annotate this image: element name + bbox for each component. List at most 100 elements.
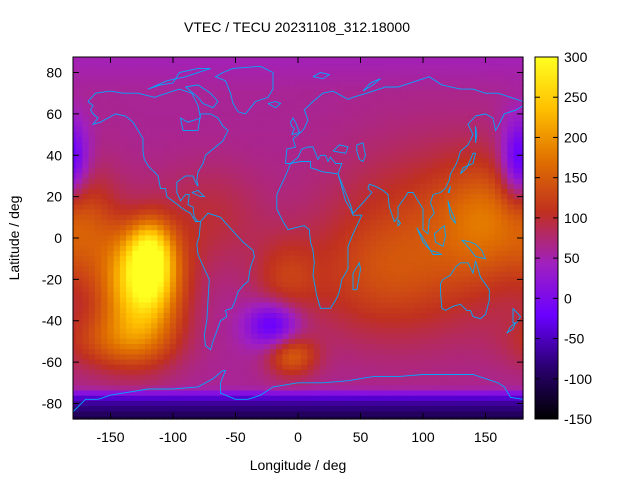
heatmap-cell [169, 126, 177, 133]
heatmap-cell [507, 256, 515, 262]
heatmap-cell [307, 219, 315, 226]
heatmap-cell [426, 266, 433, 273]
heatmap-cell [469, 85, 477, 92]
heatmap-cell [76, 390, 83, 397]
heatmap-cell [182, 287, 190, 293]
heatmap-cell [301, 400, 308, 407]
heatmap-cell [301, 292, 308, 299]
heatmap-cell [432, 312, 440, 319]
heatmap-cell [182, 64, 190, 71]
heatmap-cell [163, 271, 171, 278]
heatmap-cell [257, 121, 265, 128]
heatmap-cell [76, 163, 83, 169]
heatmap-cell [82, 390, 90, 397]
heatmap-cell [357, 219, 365, 226]
heatmap-cell [276, 276, 283, 283]
heatmap-cell [301, 126, 308, 133]
heatmap-cell [144, 152, 152, 159]
heatmap-cell [232, 338, 240, 345]
heatmap-cell [263, 302, 271, 309]
heatmap-cell [407, 59, 415, 66]
heatmap-cell [94, 281, 102, 288]
heatmap-cell [432, 349, 440, 355]
heatmap-cell [182, 369, 190, 376]
heatmap-cell [101, 349, 108, 355]
heatmap-cell [351, 302, 358, 309]
heatmap-cell [463, 380, 471, 386]
heatmap-cell [163, 240, 171, 247]
heatmap-cell [176, 194, 183, 200]
heatmap-cell [407, 390, 415, 397]
heatmap-cell [119, 204, 127, 211]
heatmap-cell [219, 380, 227, 386]
heatmap-cell [157, 194, 165, 200]
heatmap-cell [338, 121, 346, 128]
heatmap-cell [263, 406, 271, 412]
heatmap-cell [519, 219, 524, 226]
heatmap-cell [444, 349, 452, 355]
heatmap-cell [507, 204, 515, 211]
heatmap-cell [213, 344, 221, 350]
heatmap-cell [488, 194, 496, 200]
heatmap-cell [294, 188, 302, 195]
heatmap-cell [94, 271, 102, 278]
heatmap-cell [494, 188, 502, 195]
heatmap-cell [369, 64, 377, 71]
heatmap-cell [276, 142, 283, 149]
heatmap-cell [169, 364, 177, 371]
heatmap-cell [282, 380, 290, 386]
heatmap-cell [126, 359, 133, 366]
heatmap-cell [407, 307, 415, 314]
heatmap-cell [282, 147, 290, 154]
heatmap-cell [107, 312, 115, 319]
heatmap-cell [144, 271, 152, 278]
heatmap-cell [194, 380, 202, 386]
heatmap-cell [294, 219, 302, 226]
heatmap-cell [226, 59, 233, 66]
heatmap-cell [457, 359, 465, 366]
heatmap-cell [426, 59, 433, 66]
heatmap-cell [301, 369, 308, 376]
heatmap-cell [363, 173, 371, 180]
heatmap-cell [444, 183, 452, 190]
heatmap-cell [482, 271, 490, 278]
heatmap-cell [457, 276, 465, 283]
heatmap-cell [307, 281, 315, 288]
heatmap-cell [288, 297, 296, 304]
heatmap-cell [388, 121, 396, 128]
heatmap-cell [376, 178, 383, 185]
heatmap-cell [213, 400, 221, 407]
heatmap-cell [219, 121, 227, 128]
heatmap-cell [226, 297, 233, 304]
heatmap-cell [232, 147, 240, 154]
heatmap-cell [113, 90, 121, 97]
heatmap-cell [332, 328, 340, 335]
heatmap-cell [238, 328, 246, 335]
heatmap-cell [426, 338, 433, 345]
heatmap-cell [288, 235, 296, 242]
heatmap-cell [169, 323, 177, 330]
heatmap-cell [82, 69, 90, 76]
heatmap-cell [138, 199, 146, 205]
heatmap-cell [438, 157, 446, 164]
heatmap-cell [382, 137, 390, 143]
heatmap-cell [194, 390, 202, 397]
heatmap-cell [357, 302, 365, 309]
heatmap-cell [269, 230, 277, 237]
heatmap-cell [357, 225, 365, 231]
heatmap-cell [94, 328, 102, 335]
heatmap-cell [269, 219, 277, 226]
heatmap-cell [294, 199, 302, 205]
heatmap-cell [413, 75, 421, 81]
heatmap-cell [344, 168, 352, 174]
heatmap-cell [344, 75, 352, 81]
heatmap-cell [226, 152, 233, 159]
heatmap-cell [482, 152, 490, 159]
heatmap-cell [169, 245, 177, 252]
heatmap-cell [226, 121, 233, 128]
heatmap-cell [176, 116, 183, 123]
heatmap-cell [288, 307, 296, 314]
heatmap-cell [182, 261, 190, 268]
heatmap-cell [76, 292, 83, 299]
heatmap-cell [188, 188, 196, 195]
